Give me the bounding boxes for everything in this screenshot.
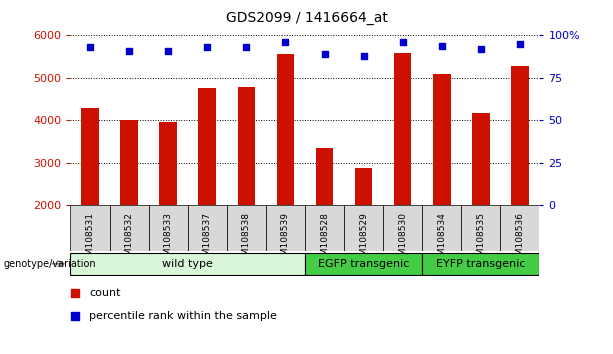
FancyBboxPatch shape: [462, 205, 500, 251]
Point: [242, 45, 251, 50]
FancyBboxPatch shape: [344, 205, 383, 251]
Text: GSM108534: GSM108534: [437, 212, 446, 267]
Bar: [120, 120, 138, 205]
Bar: [394, 53, 411, 205]
Text: GSM108529: GSM108529: [359, 212, 368, 267]
Text: genotype/variation: genotype/variation: [3, 259, 96, 269]
Bar: [511, 67, 528, 205]
Text: GSM108539: GSM108539: [281, 212, 290, 267]
FancyBboxPatch shape: [305, 253, 422, 275]
Text: GSM108535: GSM108535: [476, 212, 485, 267]
Point: [343, 0, 352, 4]
Bar: [316, 148, 333, 205]
Point: [202, 45, 212, 50]
Text: GSM108538: GSM108538: [242, 212, 251, 267]
Bar: [276, 54, 294, 205]
Bar: [238, 87, 255, 205]
Point: [85, 45, 95, 50]
FancyBboxPatch shape: [305, 205, 344, 251]
Text: GSM108531: GSM108531: [86, 212, 94, 267]
FancyBboxPatch shape: [266, 205, 305, 251]
Text: GSM108537: GSM108537: [203, 212, 211, 267]
Text: GSM108533: GSM108533: [164, 212, 173, 267]
FancyBboxPatch shape: [383, 205, 422, 251]
Text: percentile rank within the sample: percentile rank within the sample: [89, 310, 277, 321]
Bar: [472, 113, 490, 205]
Text: EGFP transgenic: EGFP transgenic: [318, 259, 409, 269]
Point: [124, 48, 134, 53]
Text: count: count: [89, 287, 121, 298]
FancyBboxPatch shape: [500, 205, 539, 251]
Bar: [355, 169, 372, 205]
Bar: [159, 122, 177, 205]
Point: [163, 48, 173, 53]
Point: [359, 53, 368, 59]
Point: [515, 41, 525, 47]
Point: [319, 51, 329, 57]
Bar: [433, 74, 451, 205]
Bar: [199, 88, 216, 205]
FancyBboxPatch shape: [227, 205, 266, 251]
FancyBboxPatch shape: [422, 205, 462, 251]
Bar: [82, 108, 99, 205]
FancyBboxPatch shape: [422, 253, 539, 275]
Point: [343, 208, 352, 213]
FancyBboxPatch shape: [149, 205, 188, 251]
FancyBboxPatch shape: [70, 205, 110, 251]
Text: GSM108532: GSM108532: [124, 212, 134, 267]
Text: GSM108528: GSM108528: [320, 212, 329, 267]
Text: GSM108536: GSM108536: [516, 212, 524, 267]
Text: GSM108530: GSM108530: [398, 212, 407, 267]
Point: [437, 43, 447, 48]
FancyBboxPatch shape: [110, 205, 149, 251]
FancyBboxPatch shape: [70, 253, 305, 275]
Point: [281, 39, 291, 45]
Text: GDS2099 / 1416664_at: GDS2099 / 1416664_at: [226, 11, 387, 25]
FancyBboxPatch shape: [188, 205, 227, 251]
Point: [398, 39, 408, 45]
Text: wild type: wild type: [162, 259, 213, 269]
Point: [476, 46, 485, 52]
Text: EYFP transgenic: EYFP transgenic: [436, 259, 525, 269]
